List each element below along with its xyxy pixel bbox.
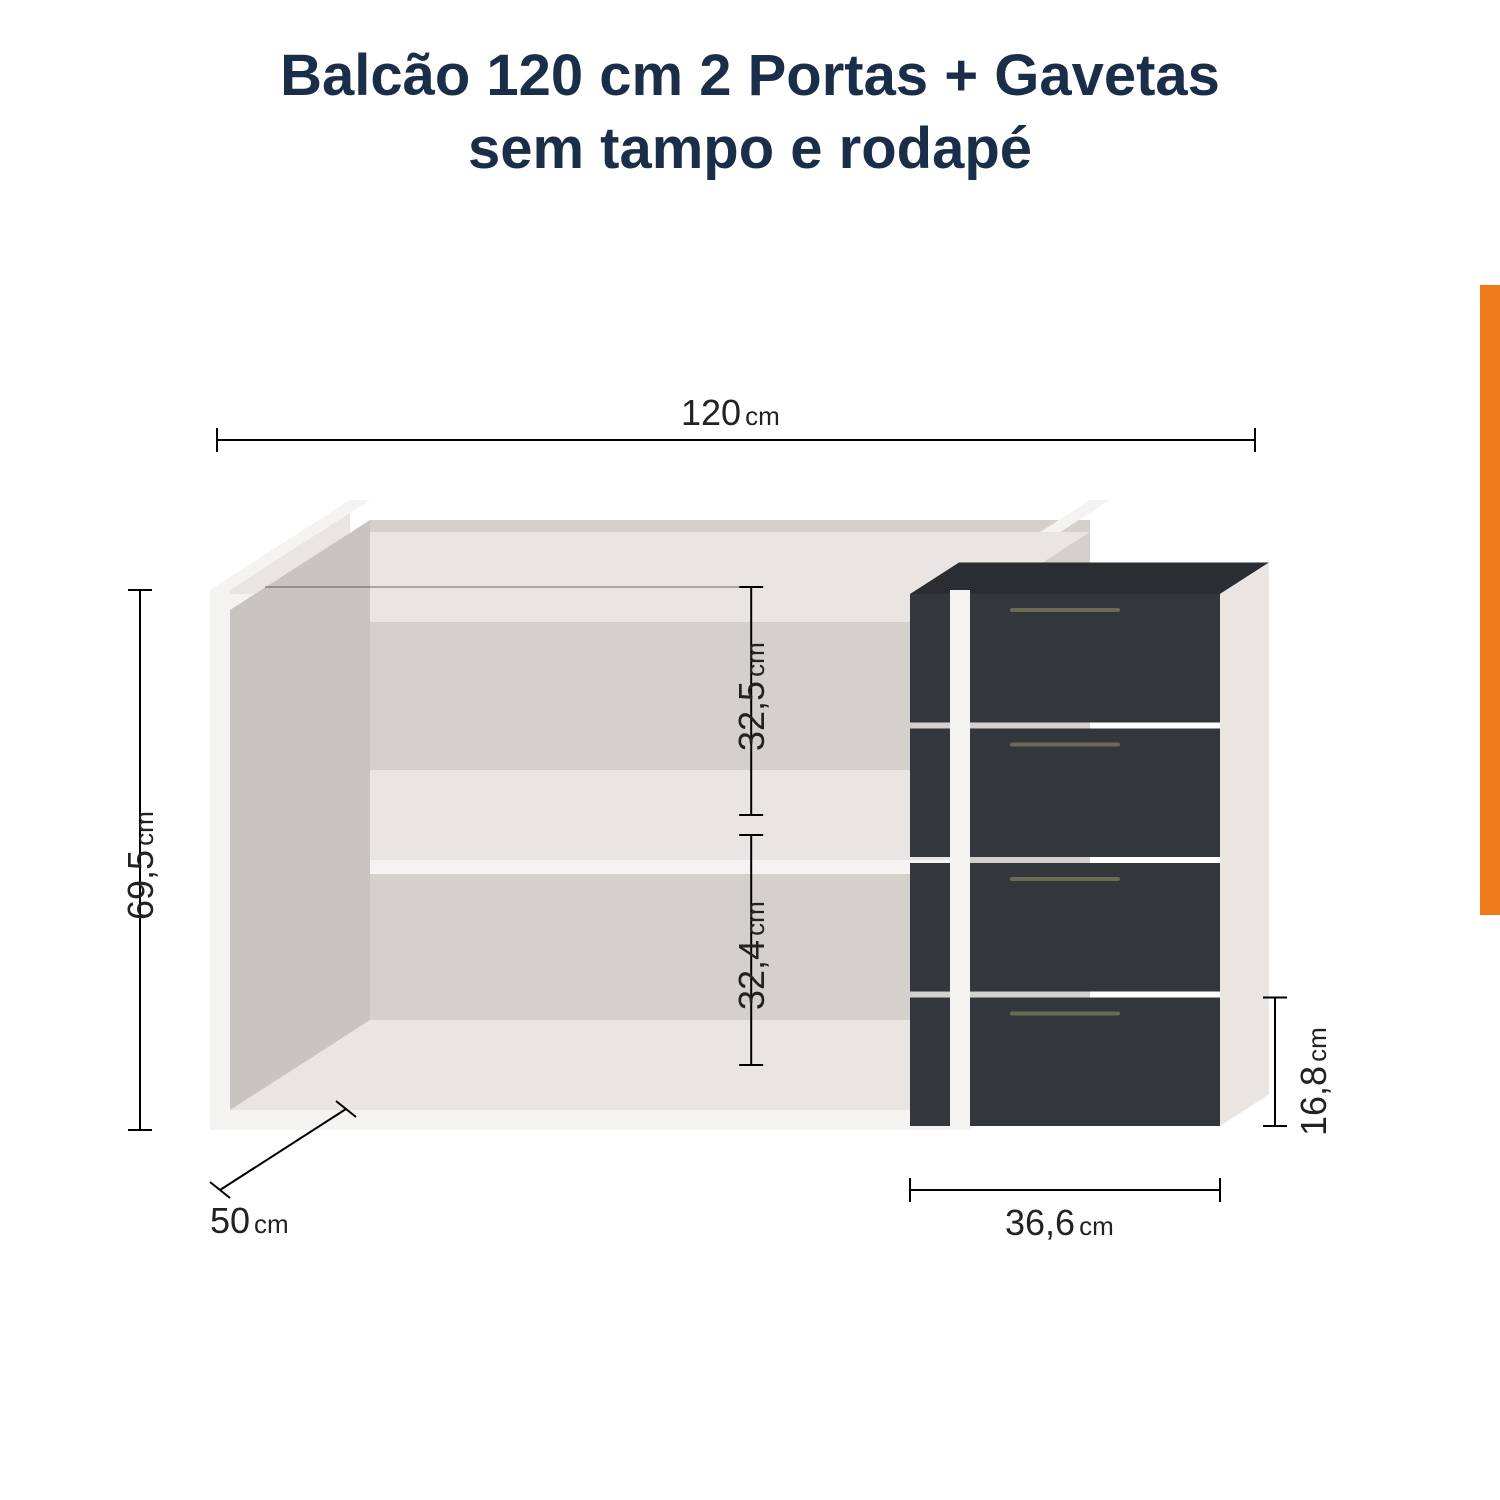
dim-height-label: 69,5cm xyxy=(120,811,162,920)
dim-width-label: 120cm xyxy=(681,392,780,434)
dim-drawers-width-label: 36,6cm xyxy=(1005,1202,1114,1244)
title-line2: sem tampo e rodapé xyxy=(468,116,1032,181)
diagram-stage: 120cm 69,5cm 50cm 32,5cm 32,4cm 36,6cm 1… xyxy=(150,420,1350,1320)
dim-depth-label: 50cm xyxy=(210,1200,289,1242)
dim-drawer-height-label: 16,8cm xyxy=(1293,1027,1335,1136)
title-line1: Balcão 120 cm 2 Portas + Gavetas xyxy=(280,43,1220,108)
dim-shelf-lower-label: 32,4cm xyxy=(731,901,773,1010)
product-title: Balcão 120 cm 2 Portas + Gavetas sem tam… xyxy=(0,40,1500,185)
cabinet-svg xyxy=(150,420,1350,1320)
accent-bar xyxy=(1480,285,1500,915)
dim-shelf-upper-label: 32,5cm xyxy=(731,642,773,751)
